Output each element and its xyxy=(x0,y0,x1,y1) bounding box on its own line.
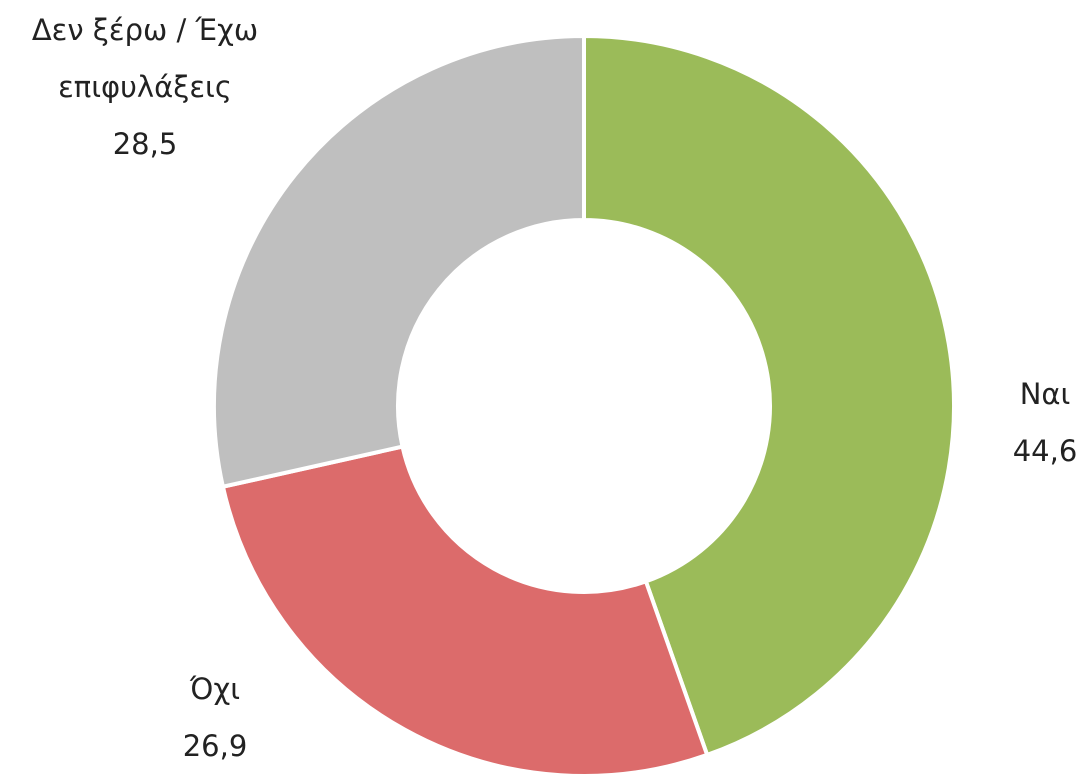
value-label: 44,6 xyxy=(1012,434,1078,468)
data-label: Όχι 26,9 xyxy=(160,661,270,775)
category-label: Ναι xyxy=(1019,377,1071,411)
value-label: 26,9 xyxy=(182,729,248,763)
value-label: 28,5 xyxy=(112,127,178,161)
donut-segment xyxy=(220,444,710,776)
data-label: Ναι 44,6 xyxy=(990,366,1084,480)
donut-segment xyxy=(582,33,956,758)
data-label: Δεν ξέρω / Έχω επιφυλάξεις 28,5 xyxy=(0,2,290,173)
category-label: Δεν ξέρω / Έχω επιφυλάξεις xyxy=(31,13,259,104)
donut-segment xyxy=(212,33,586,490)
category-label: Όχι xyxy=(189,672,241,706)
